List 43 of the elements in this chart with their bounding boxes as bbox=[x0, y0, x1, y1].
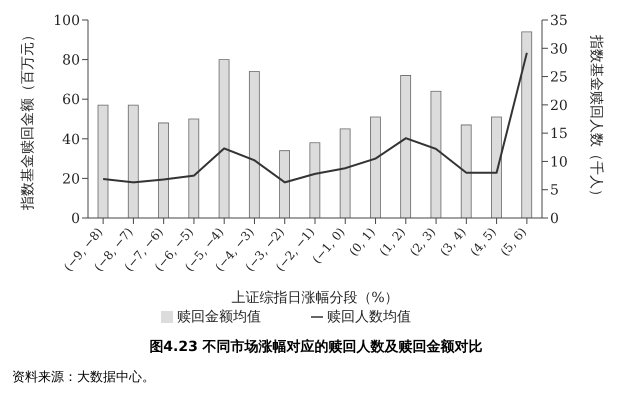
y-axis-title: 指数基金赎回金额（百万元） bbox=[20, 28, 36, 211]
y2-tick-label: 35 bbox=[550, 12, 568, 29]
x-tick-label: (1, 2) bbox=[376, 224, 408, 259]
bar bbox=[430, 90, 442, 218]
bar bbox=[491, 116, 502, 218]
y2-tick-label: 5 bbox=[550, 182, 559, 199]
x-tick-label: (3, 4) bbox=[437, 224, 469, 259]
bar bbox=[309, 142, 320, 218]
y2-tick-label: 10 bbox=[550, 154, 568, 170]
y-tick-label: 60 bbox=[62, 92, 80, 108]
line-series bbox=[102, 52, 528, 184]
text: 图4.23 不同市场涨幅对应的赎回人数及赎回金额对比 bbox=[148, 338, 484, 356]
y2-tick-label: 25 bbox=[550, 70, 568, 86]
x-tick-label: (5, 6) bbox=[498, 224, 530, 259]
x-tick-label: (2, 3) bbox=[406, 224, 438, 259]
y-tick-label: 100 bbox=[53, 12, 80, 29]
x-tick-label: (4, 5) bbox=[467, 224, 499, 259]
bar bbox=[370, 116, 381, 218]
x-tick-label: (0, 1) bbox=[346, 224, 378, 259]
bar bbox=[218, 59, 230, 218]
y2-tick-label: 30 bbox=[550, 41, 568, 58]
y2-tick-label: 15 bbox=[550, 126, 568, 142]
bar bbox=[460, 124, 472, 218]
bar bbox=[521, 31, 532, 218]
y2-tick-label: 20 bbox=[550, 98, 568, 114]
y-tick-label: 40 bbox=[62, 132, 80, 148]
y-tick-label: 20 bbox=[62, 171, 80, 188]
bar bbox=[98, 104, 108, 218]
bar bbox=[158, 122, 169, 218]
bar bbox=[128, 104, 139, 218]
y2-axis-title: 指数基金赎回人数（千人） bbox=[588, 34, 604, 203]
y-tick-label: 0 bbox=[71, 210, 80, 227]
bar bbox=[248, 71, 260, 218]
bar bbox=[340, 128, 351, 218]
y2-tick-label: 0 bbox=[550, 210, 559, 227]
text: 资料来源：大数据中心。 bbox=[12, 369, 156, 386]
legend-label: 赎回人数均值 bbox=[327, 309, 411, 325]
y-tick-label: 80 bbox=[62, 52, 80, 69]
x-axis-title: 上证综指日涨幅分段（%） bbox=[231, 290, 399, 306]
bar bbox=[400, 75, 412, 218]
bar bbox=[188, 118, 200, 218]
legend-label: 赎回金额均值 bbox=[177, 309, 261, 325]
bar bbox=[279, 150, 290, 218]
